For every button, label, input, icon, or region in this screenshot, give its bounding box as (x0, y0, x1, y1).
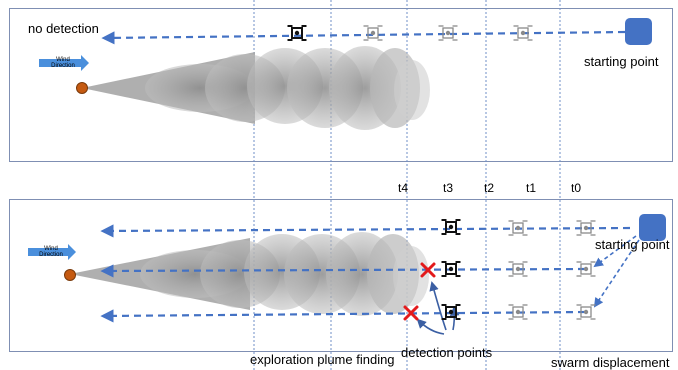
time-label-t4: t4 (398, 181, 409, 195)
detection-callout-arrow (429, 281, 447, 331)
wind-arrow-icon (28, 244, 76, 260)
no-detection-label: no detection (28, 21, 99, 36)
plume-source-icon (76, 82, 88, 94)
exploration-label: exploration plume finding (250, 352, 395, 367)
time-label-t1: t1 (526, 181, 537, 195)
detection-points-label: detection points (401, 345, 493, 360)
detection-x-icon (403, 305, 419, 321)
plume-bottom (70, 232, 429, 316)
wind-direction-label: Wind Direction (39, 246, 63, 258)
drone-icon (508, 304, 528, 320)
drone-icon (576, 304, 596, 320)
drone-icon (363, 25, 383, 41)
time-label-t0: t0 (571, 181, 582, 195)
drone-icon (287, 25, 307, 41)
starting-point-icon (625, 18, 652, 45)
wind-arrow-icon (39, 55, 89, 71)
swarm-displacement-arrow (593, 239, 640, 308)
wind-direction-label: Wind Direction (51, 57, 75, 69)
bottom-flight-path-2 (100, 264, 586, 278)
time-label-t2: t2 (484, 181, 495, 195)
time-label-t3: t3 (443, 181, 454, 195)
detection-callout-arrow (449, 306, 460, 331)
plume-top (82, 46, 430, 130)
starting-point-label: starting point (584, 54, 659, 69)
top-flight-path (101, 30, 626, 45)
plume-source-icon (64, 269, 76, 281)
drone-icon (513, 25, 533, 41)
starting-point-icon (639, 214, 666, 241)
detection-callout-arrow (416, 318, 445, 335)
drone-icon (576, 220, 596, 236)
swarm-displacement-label: swarm displacement (551, 355, 670, 370)
drone-icon (508, 261, 528, 277)
drone-icon (441, 219, 461, 235)
starting-point-label: starting point (595, 237, 670, 252)
swarm-displacement-arrow (593, 235, 637, 268)
drone-icon (508, 220, 528, 236)
bottom-flight-path-3 (100, 309, 586, 323)
drone-icon (438, 25, 458, 41)
drone-icon (576, 261, 596, 277)
drone-icon (441, 261, 461, 277)
drone-icon (441, 304, 461, 320)
detection-x-icon (420, 262, 436, 278)
bottom-flight-path-1 (100, 224, 631, 238)
